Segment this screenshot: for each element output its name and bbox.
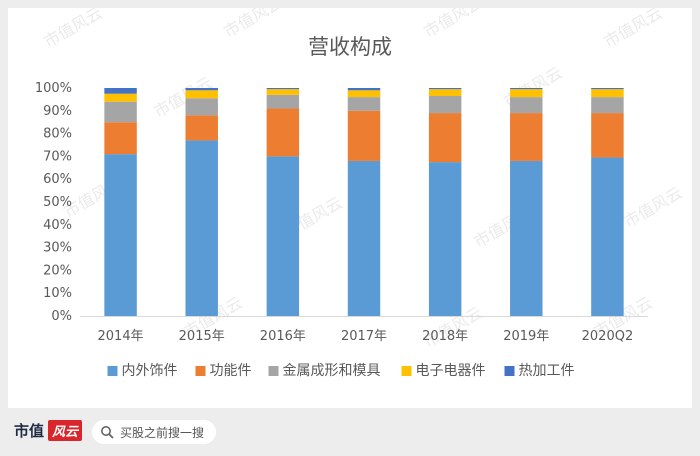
brand-badge: 风云 xyxy=(48,420,83,441)
bar-segment xyxy=(266,88,300,90)
bar-segment xyxy=(510,97,543,114)
bar-segment xyxy=(347,90,381,98)
legend-label: 电子电器件 xyxy=(416,363,486,379)
bar-segment xyxy=(104,122,137,155)
bar-segment xyxy=(591,88,624,90)
y-tick-label: 20% xyxy=(43,263,72,278)
search-icon xyxy=(101,426,114,439)
legend: 内外饰件 功能件 金属成形和模具 电子电器件 热加工件 xyxy=(107,363,575,379)
legend-label: 功能件 xyxy=(210,363,252,379)
y-axis: 0% 10% 20% 30% 40% 50% 60% 70% 80% 90% 100% xyxy=(35,81,72,324)
y-tick-label: 60% xyxy=(43,172,72,187)
bar-segment xyxy=(428,113,462,163)
bar-segment xyxy=(510,113,543,161)
x-tick-label: 2019年 xyxy=(503,329,549,344)
y-tick-label: 100% xyxy=(35,81,72,96)
legend-swatch xyxy=(504,366,515,376)
bar-segment xyxy=(428,95,462,114)
watermark-text: 市值风云 xyxy=(601,8,666,51)
x-tick-label: 2020Q2 xyxy=(582,329,634,344)
bar-segment xyxy=(347,110,381,161)
chart-title: 营收构成 xyxy=(308,35,392,59)
x-tick-label: 2014年 xyxy=(98,329,144,344)
bar-segment xyxy=(104,88,137,94)
watermark-text: 市值风云 xyxy=(621,183,686,231)
y-tick-label: 10% xyxy=(43,286,72,301)
bar-segment xyxy=(510,88,543,90)
bar-segment xyxy=(591,89,624,98)
brand-text: 市值 xyxy=(14,422,45,440)
x-tick-label: 2017年 xyxy=(341,329,387,344)
bar-segment xyxy=(428,162,462,316)
bar-segment xyxy=(185,90,218,99)
bar-segment xyxy=(104,154,137,316)
watermark-text: 市值风云 xyxy=(221,8,286,41)
bar-segment xyxy=(266,94,300,109)
bar-segment xyxy=(591,97,624,114)
bar-segment xyxy=(428,88,462,90)
bar-segment xyxy=(347,97,381,111)
y-tick-label: 80% xyxy=(43,127,72,142)
bar-segment xyxy=(185,140,218,316)
bar-segment xyxy=(185,88,218,91)
bar-segment xyxy=(266,156,300,316)
y-tick-label: 90% xyxy=(43,104,72,119)
legend-label: 金属成形和模具 xyxy=(283,363,381,379)
bar-segment xyxy=(104,101,137,123)
y-tick-label: 0% xyxy=(51,309,72,324)
bar-segment xyxy=(591,113,624,158)
y-tick-label: 50% xyxy=(43,195,72,210)
legend-swatch xyxy=(107,366,118,376)
bar-segment xyxy=(266,108,300,157)
legend-swatch xyxy=(268,366,279,376)
brand-logo: 市值 风云 xyxy=(14,420,83,441)
bar-segment xyxy=(104,93,137,102)
bar-segment xyxy=(185,115,218,141)
bar-segment xyxy=(347,88,381,91)
bar-segment xyxy=(510,89,543,98)
y-tick-label: 30% xyxy=(43,241,72,256)
legend-swatch xyxy=(401,366,412,376)
bars xyxy=(104,88,624,316)
bar-segment xyxy=(428,89,462,96)
bar-segment xyxy=(510,160,543,316)
bar-segment xyxy=(266,89,300,95)
bar-segment xyxy=(347,160,381,316)
legend-label: 内外饰件 xyxy=(122,363,178,379)
legend-swatch xyxy=(195,366,206,376)
watermark-text: 市值风云 xyxy=(41,8,106,51)
x-tick-label: 2015年 xyxy=(179,329,225,344)
search-placeholder: 买股之前搜一搜 xyxy=(120,425,205,440)
footer-bar: 市值 风云 买股之前搜一搜 xyxy=(0,408,700,456)
bar-segment xyxy=(591,157,624,316)
x-tick-label: 2016年 xyxy=(260,329,306,344)
x-tick-label: 2018年 xyxy=(422,329,468,344)
y-tick-label: 70% xyxy=(43,149,72,164)
search-box[interactable]: 买股之前搜一搜 xyxy=(92,420,216,444)
watermark-text: 市值风云 xyxy=(421,8,486,41)
bar-segment xyxy=(185,98,218,116)
chart-card: 市值风云 市值风云 市值风云 市值风云 市值风云 市值风云 市值风云 市值风云 市值风云 市值风云… xyxy=(8,8,692,408)
legend-label: 热加工件 xyxy=(519,363,575,379)
x-axis: 2014年 2015年 2016年 2017年 2018年 2019年 2020Q2 xyxy=(80,316,648,344)
y-tick-label: 40% xyxy=(43,218,72,233)
